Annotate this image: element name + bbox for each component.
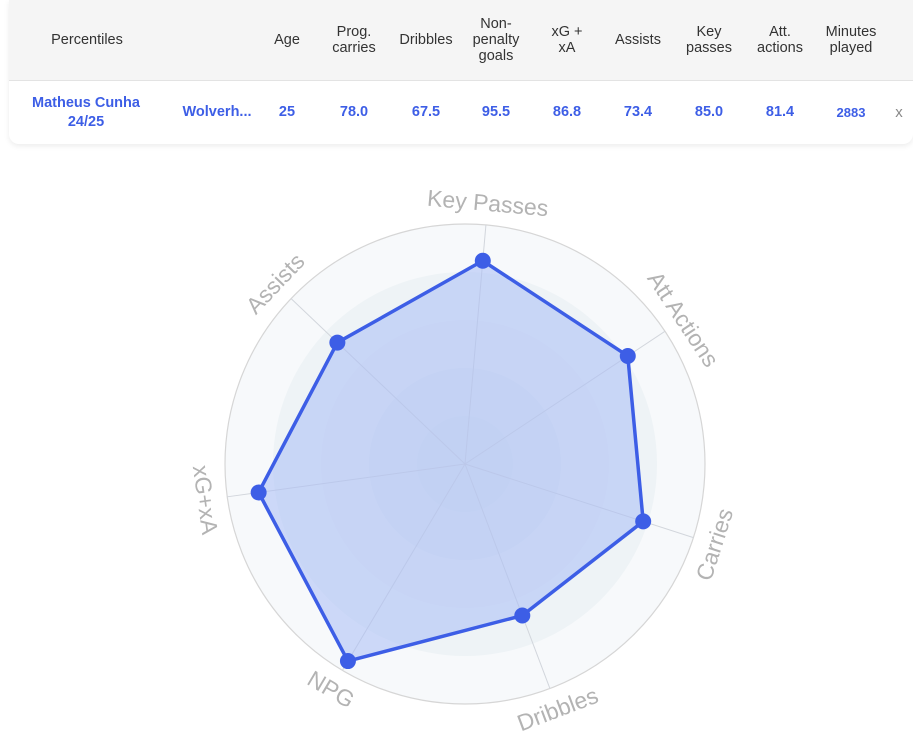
cell-dribbles: 67.5: [411, 104, 441, 120]
radar-label-key-passes: Key Passes: [426, 185, 549, 221]
cell-minutes: 2883: [836, 105, 866, 120]
cell-prog-carries: 78.0: [339, 104, 369, 120]
radar-point-carries[interactable]: [635, 513, 652, 530]
cell-assists: 73.4: [623, 104, 653, 120]
table-header: Percentiles Age Prog. carries Dribbles N…: [9, 0, 913, 81]
cell-npg: 95.5: [481, 104, 511, 120]
radar-point-key-passes[interactable]: [474, 252, 491, 269]
radar-point-xg-xa[interactable]: [250, 484, 267, 501]
header-att-actions[interactable]: Att. actions: [757, 24, 803, 56]
radar-point-att-actions[interactable]: [619, 347, 636, 364]
cell-xgxa: 86.8: [552, 104, 582, 120]
comparison-table: Percentiles Age Prog. carries Dribbles N…: [9, 0, 913, 144]
header-percentiles: Percentiles: [51, 32, 123, 48]
header-npg[interactable]: Non- penalty goals: [472, 16, 520, 64]
radar-series-area: [256, 259, 645, 663]
radar-point-dribbles[interactable]: [514, 607, 531, 624]
header-key-passes[interactable]: Key passes: [686, 24, 732, 56]
header-xgxa[interactable]: xG + xA: [551, 24, 583, 56]
header-dribbles[interactable]: Dribbles: [399, 32, 453, 48]
team-name-link[interactable]: Wolverh...: [182, 104, 252, 120]
cell-key-passes: 85.0: [694, 104, 724, 120]
cell-att-actions: 81.4: [765, 104, 795, 120]
header-minutes[interactable]: Minutes played: [825, 24, 877, 56]
remove-player-button[interactable]: x: [895, 104, 903, 121]
header-prog-carries[interactable]: Prog. carries: [332, 24, 376, 56]
header-age[interactable]: Age: [274, 32, 300, 48]
radar-label-xg-xa: xG+xA: [188, 464, 223, 537]
header-assists[interactable]: Assists: [615, 32, 661, 48]
player-name-link[interactable]: Matheus Cunha 24/25: [32, 94, 140, 130]
cell-age: 25: [278, 104, 296, 120]
radar-series: [250, 252, 652, 670]
radar-point-assists[interactable]: [329, 334, 346, 351]
radar-point-npg[interactable]: [339, 653, 356, 670]
